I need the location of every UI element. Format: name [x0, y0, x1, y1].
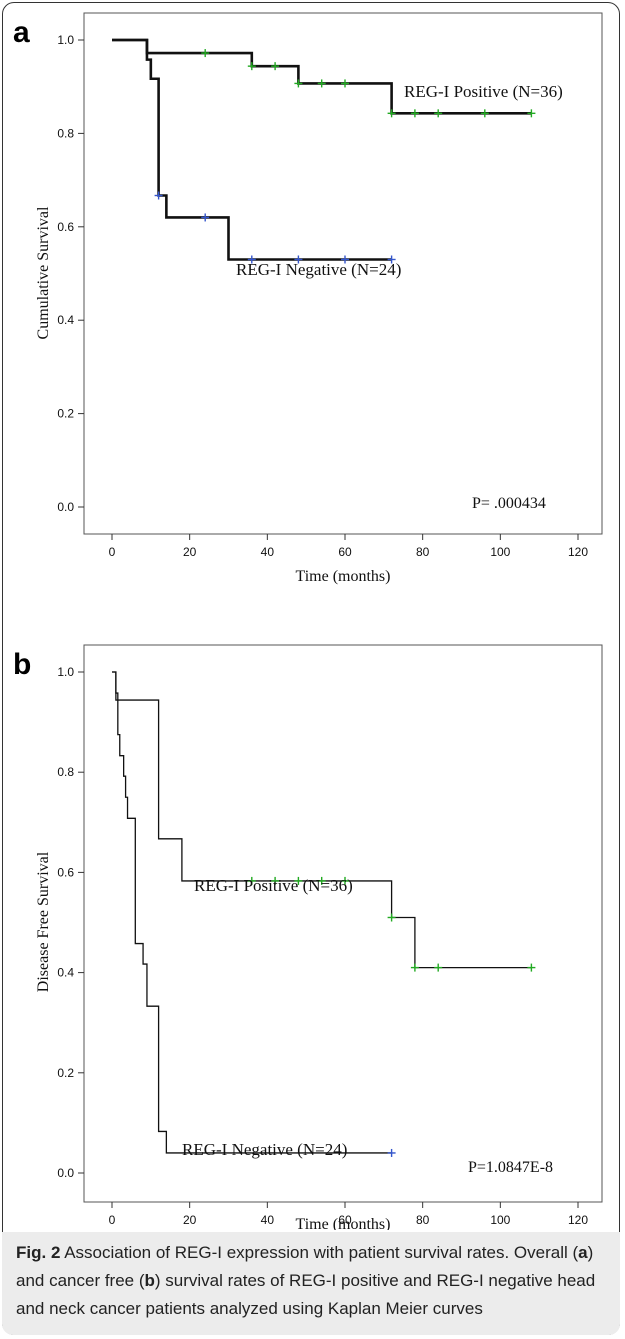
caption-text-1: Association of REG-I expression with pat… — [60, 1243, 579, 1262]
x-tick-label: 40 — [261, 1213, 275, 1227]
caption-fig-label: Fig. 2 — [16, 1243, 61, 1262]
panel-a-letter: a — [13, 16, 30, 49]
y-tick-label: 1.0 — [57, 33, 74, 47]
x-tick-label: 60 — [338, 1213, 352, 1227]
chart-a: 0.0 0.2 0.4 0.6 0.8 1.0 0 20 40 60 80 100 120 Time (m… — [35, 12, 603, 585]
x-tick-label: 60 — [338, 545, 352, 559]
p-value: P= .000434 — [472, 495, 546, 512]
series-label: REG-I Negative (N=24) — [182, 1140, 347, 1159]
y-tick-label: 0.6 — [57, 865, 74, 879]
y-tick-label: 0.0 — [57, 1166, 74, 1180]
x-tick-label: 20 — [183, 545, 197, 559]
x-tick-label: 0 — [109, 545, 116, 559]
y-tick-label: 1.0 — [57, 665, 74, 679]
x-axis-label: Time (months) — [296, 1216, 391, 1230]
p-value: P=1.0847E-8 — [468, 1159, 553, 1176]
x-tick-label: 120 — [568, 1213, 588, 1227]
series-line — [112, 38, 392, 261]
x-tick-label: 80 — [416, 1213, 430, 1227]
series-label: REG-I Positive (N=36) — [404, 82, 563, 101]
y-tick-label: 0.2 — [57, 1066, 74, 1080]
y-tick-label: 0.4 — [57, 313, 74, 327]
series-line — [112, 671, 532, 969]
y-tick-label: 0.6 — [57, 220, 74, 234]
series-label: REG-I Negative (N=24) — [236, 260, 401, 279]
caption-ref-b: b — [144, 1271, 155, 1290]
x-axis-label: Time (months) — [296, 568, 391, 585]
plot-area — [83, 12, 603, 535]
y-axis-label: Disease Free Survival — [35, 851, 52, 992]
y-tick-label: 0.4 — [57, 966, 74, 980]
x-tick-label: 100 — [490, 1213, 510, 1227]
y-tick-label: 0.0 — [57, 500, 74, 514]
x-tick-label: 0 — [109, 1213, 116, 1227]
x-tick-label: 120 — [568, 545, 588, 559]
chart-b: 0.0 0.2 0.4 0.6 0.8 1.0 0 20 40 60 80 100 120 Time (m… — [35, 644, 603, 1230]
x-tick-label: 100 — [490, 545, 510, 559]
panel-b-letter: b — [13, 648, 32, 681]
y-tick-label: 0.8 — [57, 765, 74, 779]
caption-ref-a: a — [578, 1243, 588, 1262]
x-tick-label: 20 — [183, 1213, 197, 1227]
series-line — [112, 671, 392, 1154]
plot-area — [83, 644, 603, 1203]
x-tick-label: 80 — [416, 545, 430, 559]
caption-text-3: ) survival rates of REG-I positive and R… — [16, 1271, 596, 1318]
figure-caption: Fig. 2 Association of REG-I expression w… — [2, 1232, 620, 1335]
y-tick-label: 0.8 — [57, 126, 74, 140]
y-tick-label: 0.2 — [57, 407, 74, 421]
x-tick-label: 40 — [261, 545, 275, 559]
series-label: REG-I Positive (N=36) — [194, 876, 353, 895]
caption-text-2: ) and cancer free ( — [16, 1243, 594, 1290]
y-axis-label: Cumulative Survival — [35, 206, 52, 339]
